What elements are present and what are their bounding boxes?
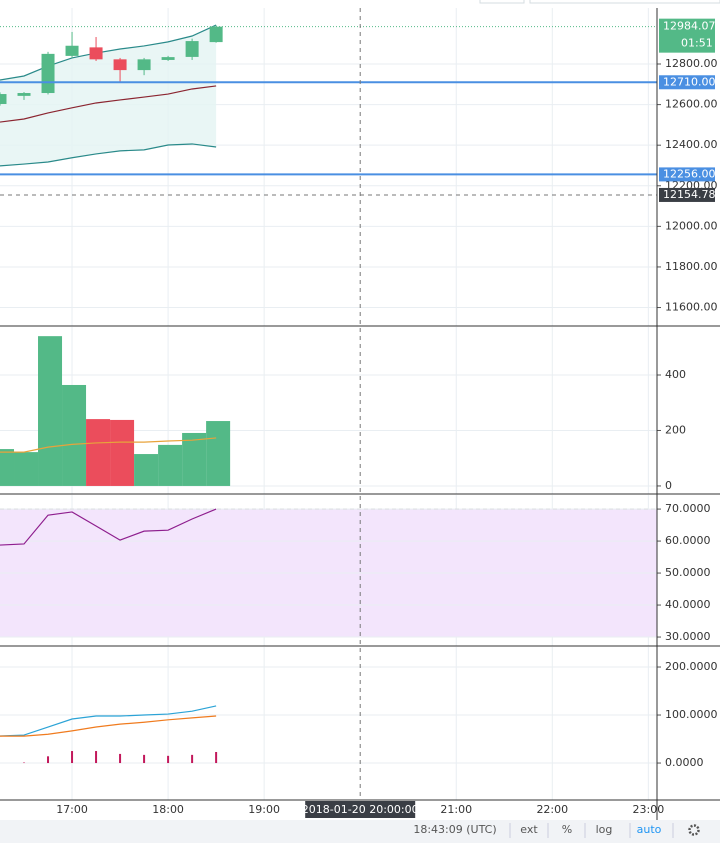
y-tick-label: 200 (665, 423, 686, 436)
volume-bar (14, 452, 39, 486)
candle-body (209, 26, 223, 43)
y-tick-label: 12400.00 (665, 138, 718, 151)
y-tick-label: 50.0000 (665, 566, 711, 579)
crosshair-label-bg (659, 187, 715, 202)
y-tick-label: 11800.00 (665, 260, 718, 273)
volume-bar (206, 421, 231, 486)
indicator-line (0, 705, 217, 737)
histogram-bar (191, 754, 194, 764)
y-tick-label: 12000.00 (665, 219, 718, 232)
candle-body (65, 45, 79, 56)
candle-body (41, 53, 55, 94)
crosshair-x-label: 2018-01-20 20:00:00 (302, 803, 419, 816)
x-tick-label: 22:00 (536, 803, 568, 816)
volume-bar (158, 444, 183, 486)
price-label-bg (659, 18, 715, 53)
volume-bar (86, 419, 111, 486)
indicator-line (0, 143, 217, 167)
candle-body (89, 47, 103, 60)
toolbar-button[interactable] (479, 0, 525, 4)
volume-bar (182, 432, 207, 486)
y-tick-label: 200.0000 (665, 660, 718, 673)
status-time: 18:43:09 (UTC) (413, 823, 496, 836)
y-tick-label: 70.0000 (665, 502, 711, 515)
grid (0, 8, 657, 800)
y-tick-label: 12800.00 (665, 57, 718, 70)
y-tick-label: 12600.00 (665, 98, 718, 111)
y-tick-label: 400 (665, 368, 686, 381)
volume-bar (110, 419, 135, 486)
marks (0, 8, 657, 800)
histogram-bar (119, 753, 122, 764)
volume-bar (0, 449, 15, 486)
status-button[interactable]: ext (520, 823, 538, 836)
band-fill (0, 25, 217, 166)
status-button[interactable]: auto (637, 823, 662, 836)
histogram-bar (95, 751, 98, 764)
price-label-bg (659, 167, 715, 182)
x-tick-label: 23:00 (633, 803, 665, 816)
volume-bar (62, 384, 87, 486)
candle-body (161, 57, 175, 60)
y-tick-label: 40.0000 (665, 598, 711, 611)
x-tick-label: 19:00 (248, 803, 280, 816)
pane (0, 336, 231, 486)
price-label-bg (659, 75, 715, 90)
x-tick-label: 18:00 (152, 803, 184, 816)
crosshair-x-label-bg (305, 801, 416, 818)
candle-body (113, 59, 127, 71)
histogram-bar (215, 751, 218, 764)
crosshair-label: 12154.78 (663, 188, 716, 201)
volume-bar (134, 454, 159, 486)
candle-body (185, 41, 199, 57)
axes: 11600.0011800.0012000.0012200.0012400.00… (0, 8, 720, 820)
pane (0, 508, 217, 546)
toolbar-button[interactable] (529, 0, 720, 4)
y-tick-label: 0 (665, 479, 672, 492)
candle-body (0, 94, 7, 104)
status: 18:43:09 (UTC) ext% log auto (413, 823, 700, 838)
histogram-bar (167, 755, 170, 764)
current-price-label: 12984.07 (663, 20, 716, 33)
x-tick-label: 17:00 (56, 803, 88, 816)
indicator-line (0, 437, 217, 453)
x-tick-label: 21:00 (440, 803, 472, 816)
indicator-line (0, 24, 217, 81)
pane (0, 705, 218, 764)
status-button[interactable]: % (562, 823, 572, 836)
y-tick-label: 100.0000 (665, 708, 718, 721)
status-button[interactable]: log (596, 823, 613, 836)
price-label: 12710.00 (663, 75, 716, 88)
candle-body (137, 59, 151, 71)
price-label: 12256.00 (663, 167, 716, 180)
y-tick-label: 60.0000 (665, 534, 711, 547)
histogram-bar (71, 751, 74, 764)
indicator-line (0, 85, 217, 123)
settings-icon[interactable] (688, 824, 700, 836)
status-bar (0, 820, 720, 843)
y-tick-label: 0.0000 (665, 756, 704, 769)
y-tick-label: 30.0000 (665, 630, 711, 643)
y-tick-label: 11600.00 (665, 301, 718, 314)
histogram-bar (47, 756, 50, 764)
indicator-line (0, 715, 217, 737)
countdown: 01:51 (681, 37, 713, 50)
volume-bar (38, 336, 63, 486)
histogram-bar (143, 754, 146, 764)
indicator-line (0, 508, 217, 546)
candle-body (17, 93, 31, 96)
